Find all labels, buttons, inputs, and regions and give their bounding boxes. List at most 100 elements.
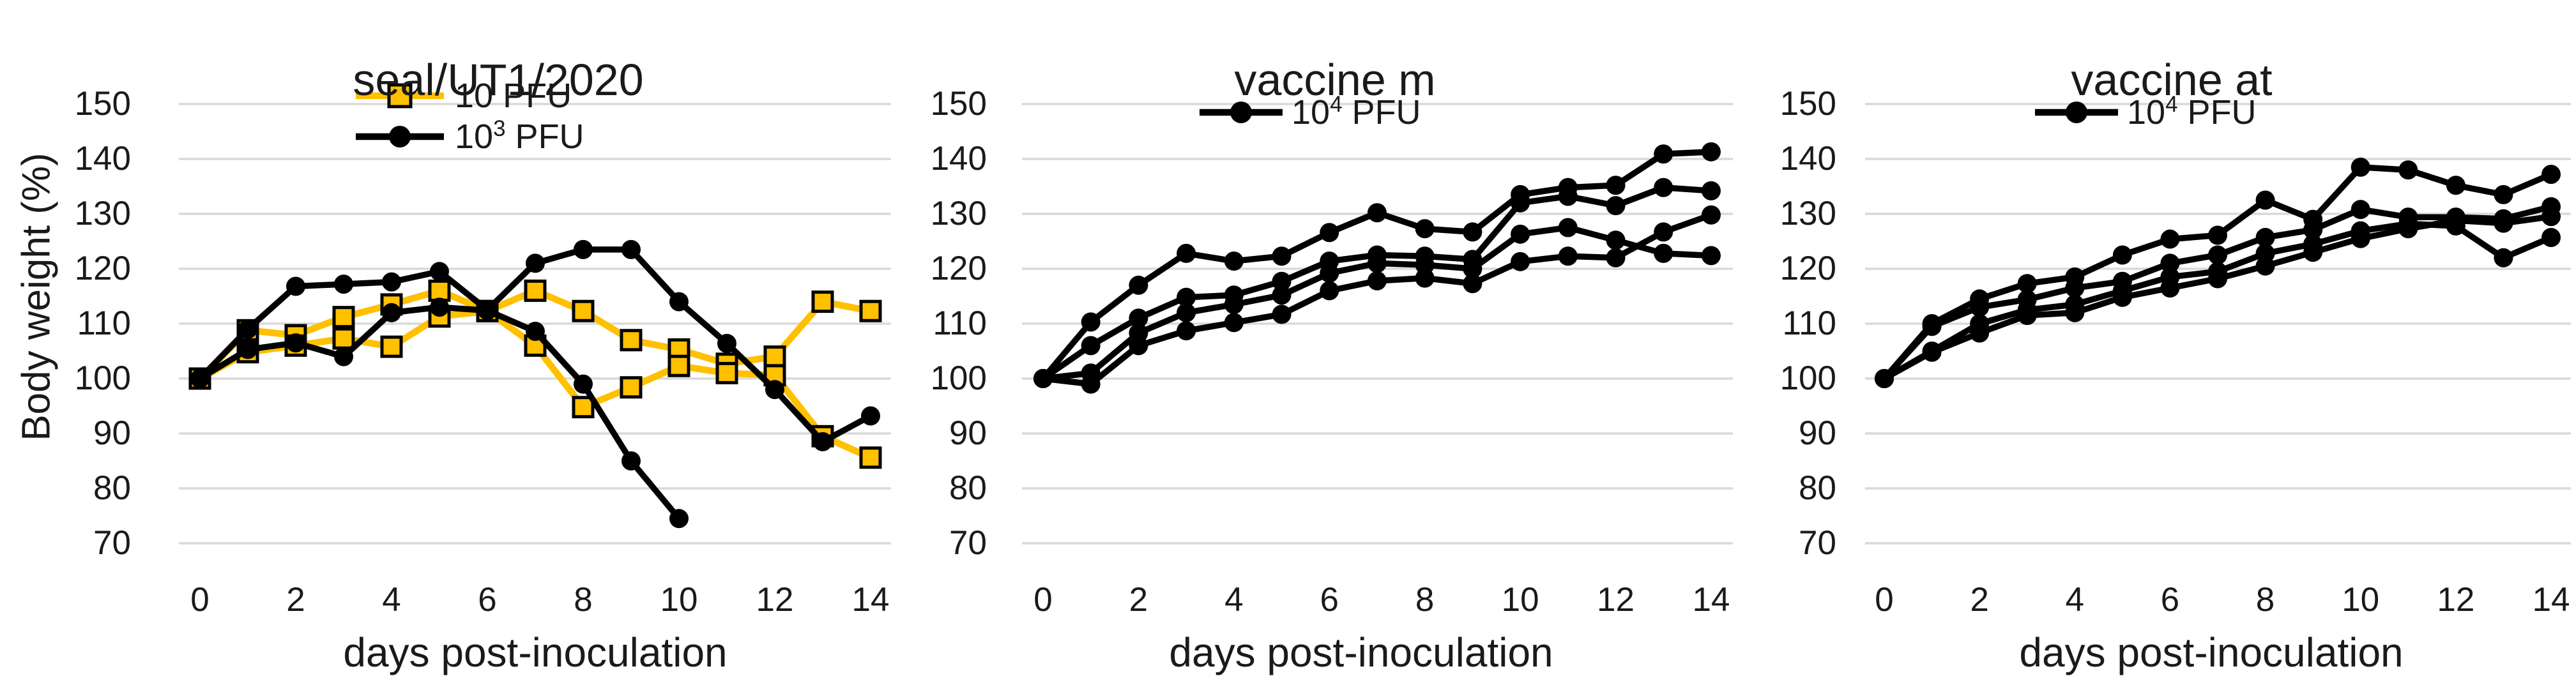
chart2-x-tick-6: 6 bbox=[1320, 581, 1339, 619]
marker-circle bbox=[1558, 246, 1578, 266]
chart1-x-tick-4: 4 bbox=[382, 581, 401, 619]
marker-circle bbox=[2446, 211, 2465, 230]
marker-circle bbox=[2065, 278, 2085, 298]
marker-square bbox=[332, 327, 355, 350]
chart3-y-tick-120: 120 bbox=[1780, 250, 1836, 287]
marker-circle bbox=[1511, 193, 1530, 213]
legend-marker-circle bbox=[2066, 102, 2087, 123]
marker-circle bbox=[2255, 227, 2275, 247]
chart1-y-tick-80: 80 bbox=[93, 469, 131, 507]
marker-circle bbox=[1177, 303, 1196, 322]
chart1-x-tick-6: 6 bbox=[478, 581, 497, 619]
marker-circle bbox=[765, 380, 784, 400]
chart2-title: vaccine m bbox=[1234, 55, 1436, 105]
chart3-title: vaccine at bbox=[2071, 55, 2273, 105]
marker-circle bbox=[1367, 271, 1387, 290]
chart3-y-tick-80: 80 bbox=[1799, 469, 1836, 507]
marker-circle bbox=[1272, 285, 1292, 305]
chart3-x-tick-10: 10 bbox=[2342, 581, 2380, 619]
chart3-x-tick-4: 4 bbox=[2065, 581, 2084, 619]
marker-circle bbox=[1463, 259, 1482, 278]
marker-circle bbox=[2541, 227, 2561, 247]
chart1-y-tick-140: 140 bbox=[74, 140, 131, 177]
marker-circle bbox=[2303, 220, 2323, 239]
chart1-x-axis-title: days post-inoculation bbox=[343, 629, 728, 675]
chart3-y-tick-110: 110 bbox=[1782, 305, 1837, 342]
marker-circle bbox=[2541, 207, 2561, 227]
chart2-x-tick-14: 14 bbox=[1692, 581, 1730, 619]
marker-circle bbox=[1654, 177, 1673, 197]
chart2-x-tick-10: 10 bbox=[1501, 581, 1539, 619]
marker-circle bbox=[238, 340, 257, 359]
marker-circle bbox=[2160, 278, 2180, 298]
marker-circle bbox=[2351, 157, 2370, 177]
marker-circle bbox=[430, 262, 449, 282]
marker-circle bbox=[334, 275, 353, 294]
marker-circle bbox=[574, 374, 593, 394]
chart3-x-axis-title: days post-inoculation bbox=[2019, 629, 2404, 675]
marker-square bbox=[811, 290, 834, 313]
marker-square bbox=[428, 279, 451, 302]
marker-circle bbox=[1922, 317, 1942, 336]
marker-circle bbox=[1511, 224, 1530, 244]
marker-circle bbox=[2398, 219, 2418, 239]
chart3-x-tick-8: 8 bbox=[2255, 581, 2275, 619]
legend-marker-circle bbox=[1230, 102, 1252, 123]
chart3-x-tick-12: 12 bbox=[2437, 581, 2475, 619]
marker-circle bbox=[1558, 218, 1578, 237]
chart3-x-tick-2: 2 bbox=[1970, 581, 1989, 619]
marker-circle bbox=[1272, 246, 1292, 266]
chart3-y-tick-130: 130 bbox=[1780, 195, 1836, 232]
marker-square bbox=[859, 299, 882, 322]
chart1-legend-label-0: 10 PFU bbox=[455, 77, 572, 115]
marker-circle bbox=[669, 509, 689, 529]
legend-superscript: 4 bbox=[2165, 92, 2178, 117]
chart1-series-line-3 bbox=[197, 304, 682, 522]
marker-circle bbox=[1701, 246, 1721, 266]
marker-circle bbox=[1922, 342, 1942, 362]
marker-circle bbox=[2541, 165, 2561, 184]
chart1-x-tick-12: 12 bbox=[756, 581, 794, 619]
marker-square bbox=[332, 306, 355, 329]
marker-circle bbox=[1224, 251, 1244, 271]
marker-circle bbox=[1415, 268, 1435, 288]
marker-circle bbox=[1606, 230, 1626, 250]
marker-circle bbox=[190, 369, 210, 388]
marker-circle bbox=[1177, 287, 1196, 307]
marker-circle bbox=[813, 432, 832, 451]
marker-circle bbox=[1415, 219, 1435, 239]
marker-circle bbox=[1367, 253, 1387, 273]
legend-marker-square bbox=[387, 83, 413, 109]
marker-circle bbox=[1272, 305, 1292, 324]
marker-circle bbox=[382, 303, 401, 322]
chart2-x-tick-2: 2 bbox=[1129, 581, 1148, 619]
chart1-x-tick-0: 0 bbox=[190, 581, 210, 619]
chart2-y-tick-120: 120 bbox=[930, 250, 987, 287]
marker-circle bbox=[238, 319, 257, 339]
marker-square bbox=[667, 354, 690, 377]
marker-circle bbox=[478, 301, 497, 320]
marker-circle bbox=[1701, 142, 1721, 162]
marker-circle bbox=[1606, 176, 1626, 195]
chart1-legend-label-1: 103 PFU bbox=[455, 116, 584, 156]
marker-circle bbox=[2207, 225, 2227, 245]
chart1-y-tick-70: 70 bbox=[93, 524, 131, 562]
chart1-y-tick-120: 120 bbox=[74, 250, 131, 287]
marker-circle bbox=[2255, 256, 2275, 276]
marker-circle bbox=[334, 347, 353, 366]
marker-square bbox=[572, 396, 595, 419]
chart2-y-tick-70: 70 bbox=[949, 524, 987, 562]
marker-square bbox=[380, 335, 403, 358]
marker-circle bbox=[2112, 245, 2132, 265]
chart2-legend-label-0: 104 PFU bbox=[1292, 92, 1421, 132]
marker-circle bbox=[1129, 336, 1148, 356]
marker-circle bbox=[2112, 287, 2132, 307]
chart2-y-tick-140: 140 bbox=[930, 140, 987, 177]
marker-circle bbox=[1970, 297, 1990, 317]
marker-circle bbox=[1177, 243, 1196, 263]
chart1-title: seal/UT1/2020 bbox=[353, 55, 644, 105]
chart3-y-tick-140: 140 bbox=[1780, 140, 1836, 177]
chart2-y-tick-100: 100 bbox=[930, 359, 987, 397]
marker-circle bbox=[2017, 274, 2037, 294]
marker-circle bbox=[1320, 223, 1339, 243]
